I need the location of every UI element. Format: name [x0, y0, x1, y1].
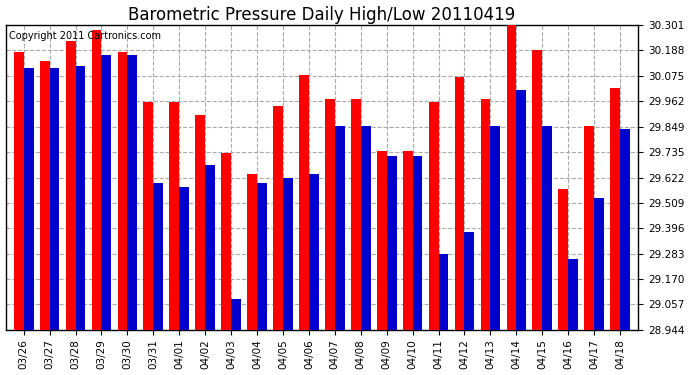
Bar [377, 151, 386, 330]
Bar [464, 232, 474, 330]
Bar [491, 126, 500, 330]
Bar [584, 126, 594, 330]
Bar [128, 54, 137, 330]
Bar [620, 129, 630, 330]
Bar [428, 102, 439, 330]
Bar [231, 299, 241, 330]
Bar [413, 156, 422, 330]
Bar [309, 174, 319, 330]
Bar [195, 115, 205, 330]
Bar [516, 90, 526, 330]
Bar [170, 102, 179, 330]
Bar [273, 106, 283, 330]
Bar [205, 165, 215, 330]
Bar [101, 54, 111, 330]
Title: Barometric Pressure Daily High/Low 20110419: Barometric Pressure Daily High/Low 20110… [128, 6, 515, 24]
Bar [283, 178, 293, 330]
Bar [568, 259, 578, 330]
Bar [50, 68, 59, 330]
Bar [40, 61, 50, 330]
Bar [144, 102, 153, 330]
Bar [533, 50, 542, 330]
Bar [117, 52, 128, 330]
Bar [76, 66, 86, 330]
Bar [351, 99, 361, 330]
Text: Copyright 2011 Cartronics.com: Copyright 2011 Cartronics.com [9, 31, 161, 41]
Bar [153, 183, 164, 330]
Bar [558, 189, 568, 330]
Bar [610, 88, 620, 330]
Bar [14, 52, 23, 330]
Bar [66, 41, 76, 330]
Bar [439, 254, 449, 330]
Bar [361, 126, 371, 330]
Bar [455, 77, 464, 330]
Bar [23, 68, 34, 330]
Bar [257, 183, 267, 330]
Bar [403, 151, 413, 330]
Bar [325, 99, 335, 330]
Bar [92, 30, 101, 330]
Bar [542, 126, 552, 330]
Bar [506, 26, 516, 330]
Bar [335, 126, 345, 330]
Bar [221, 153, 231, 330]
Bar [179, 187, 189, 330]
Bar [594, 198, 604, 330]
Bar [247, 174, 257, 330]
Bar [386, 156, 397, 330]
Bar [480, 99, 491, 330]
Bar [299, 75, 309, 330]
